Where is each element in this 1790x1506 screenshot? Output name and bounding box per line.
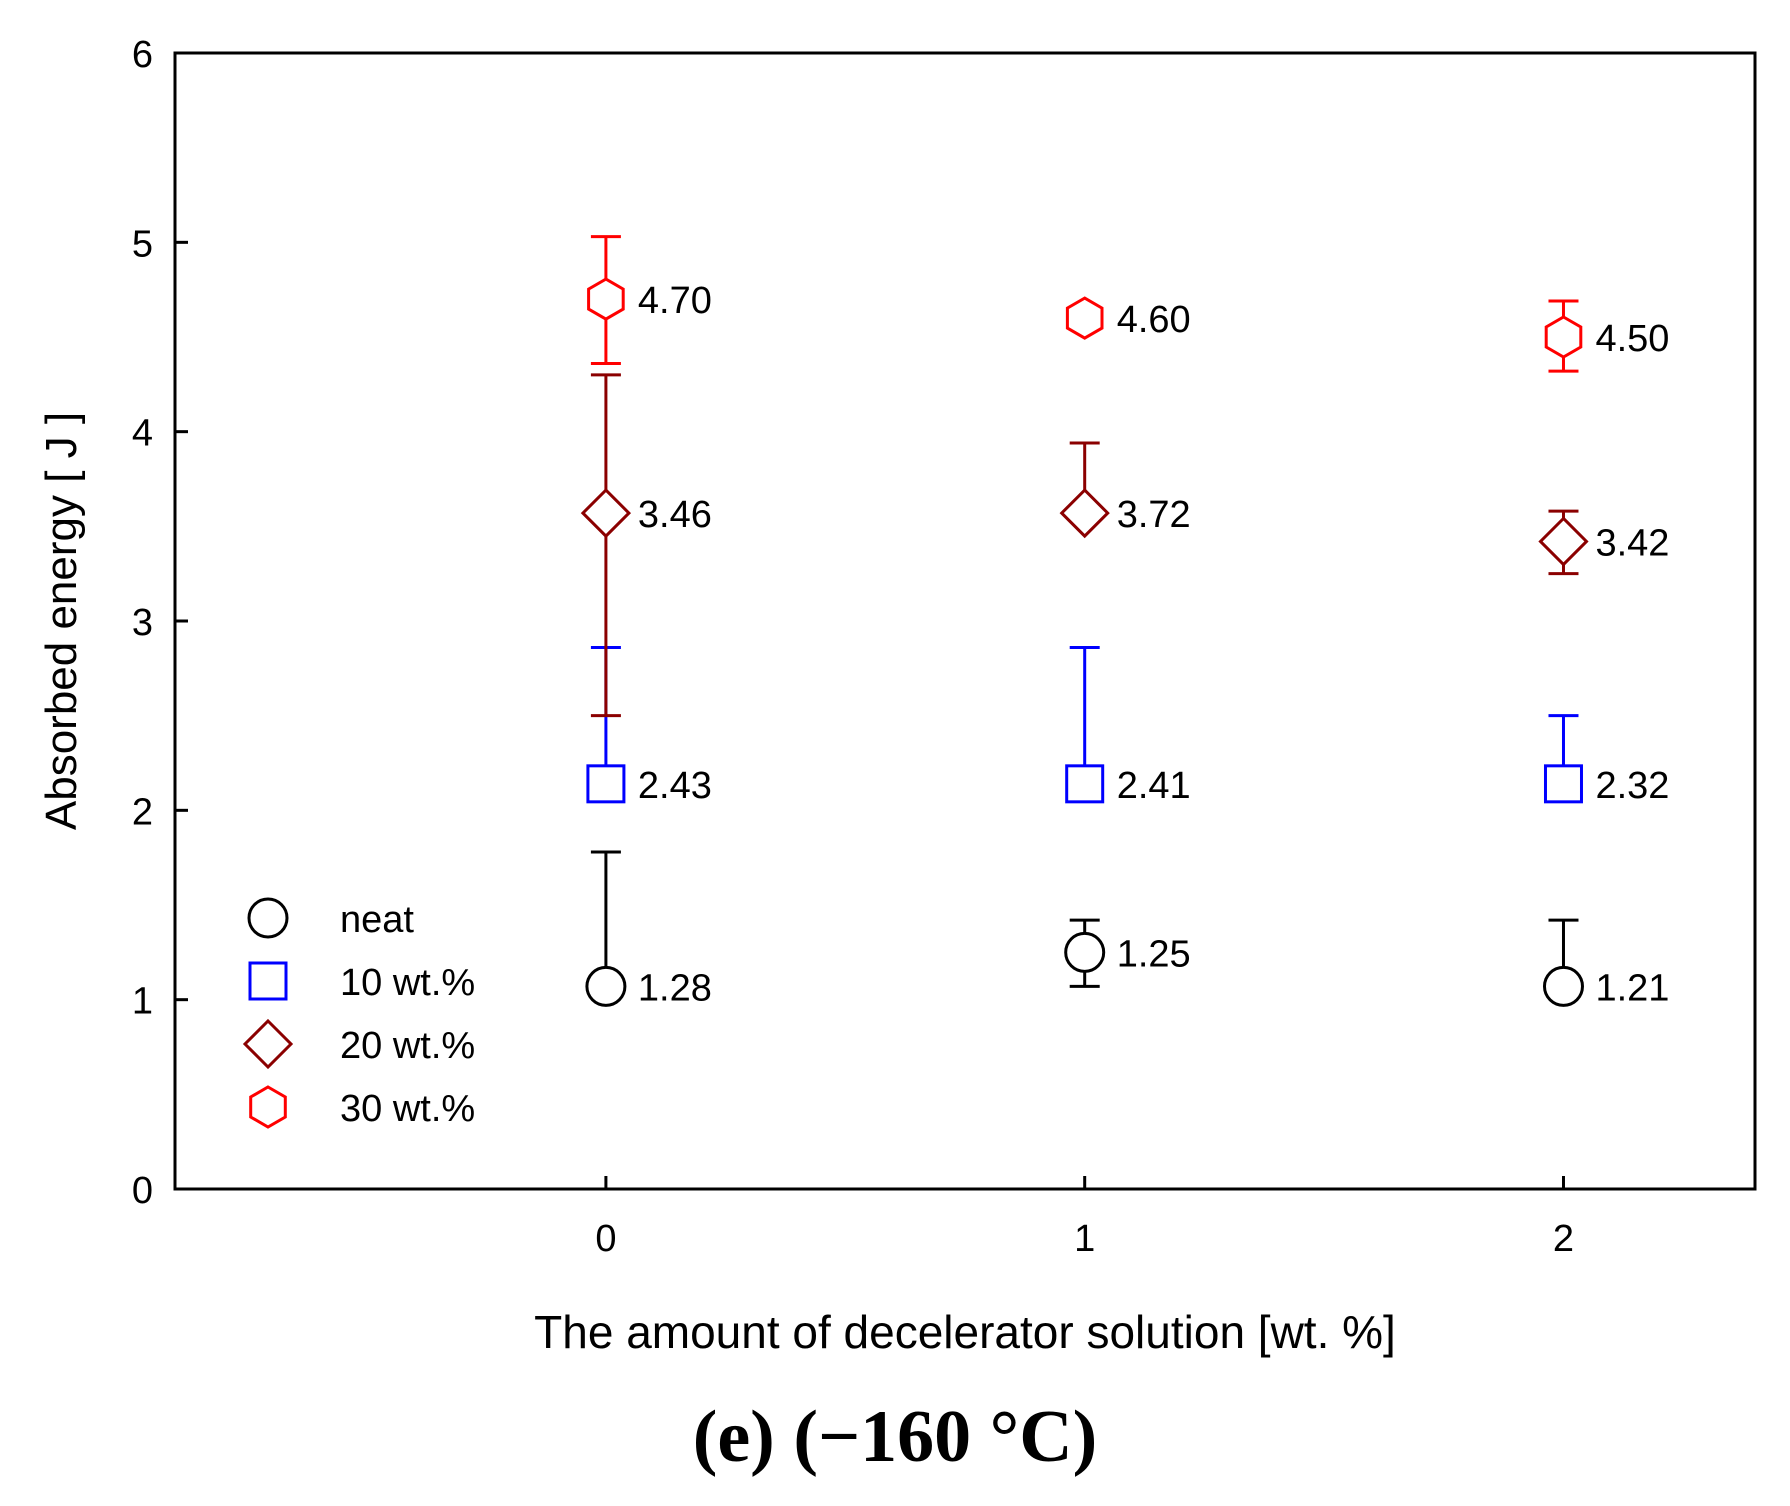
y-tick-label: 1 bbox=[132, 981, 153, 1023]
x-tick-label: 2 bbox=[1553, 1218, 1574, 1260]
data-label: 4.60 bbox=[1117, 299, 1191, 341]
data-point-square bbox=[1543, 764, 1583, 804]
legend-marker-circle bbox=[247, 897, 289, 939]
data-point-circle bbox=[585, 965, 627, 1007]
legend-marker-hexagon bbox=[249, 1085, 287, 1129]
legend-label: 20 wt.% bbox=[340, 1025, 475, 1067]
legend-label: 10 wt.% bbox=[340, 962, 475, 1004]
data-label: 3.46 bbox=[638, 494, 712, 536]
y-tick-label: 0 bbox=[132, 1170, 153, 1212]
data-point-hexagon bbox=[587, 277, 625, 321]
x-tick-label: 0 bbox=[595, 1218, 616, 1260]
data-point-circle bbox=[1064, 931, 1106, 973]
data-label: 4.50 bbox=[1595, 318, 1669, 360]
y-tick-label: 6 bbox=[132, 34, 153, 76]
data-point-hexagon bbox=[1544, 315, 1583, 359]
figure-caption: (e) (−160 °C) bbox=[692, 1396, 1098, 1478]
data-point-square bbox=[1065, 764, 1105, 804]
data-point-circle bbox=[1542, 965, 1584, 1007]
data-label: 2.32 bbox=[1595, 765, 1669, 807]
y-tick-label: 3 bbox=[132, 602, 153, 644]
data-label: 1.21 bbox=[1595, 967, 1669, 1009]
x-tick-label: 1 bbox=[1074, 1218, 1095, 1260]
y-tick-label: 4 bbox=[132, 413, 153, 455]
data-point-hexagon bbox=[1065, 296, 1104, 340]
chart: 0 1 2 3 4 5 6 0 1 2 1.28 1.25 1.21 2.43 2.41 2.32 3.46 3… bbox=[37, 34, 1757, 1358]
y-axis-label: Absorbed energy [ J ] bbox=[37, 412, 86, 830]
y-tick-label: 2 bbox=[132, 791, 153, 833]
y-tick-label: 5 bbox=[132, 223, 153, 265]
data-point-square bbox=[586, 764, 626, 804]
data-point-diamond bbox=[1059, 487, 1110, 539]
legend-label: neat bbox=[340, 899, 414, 941]
data-label: 2.43 bbox=[638, 765, 712, 807]
legend-marker-square bbox=[248, 961, 288, 1001]
data-label: 1.25 bbox=[1117, 933, 1191, 975]
legend-marker-diamond bbox=[242, 1018, 294, 1070]
data-point-diamond bbox=[580, 487, 632, 539]
plot-frame bbox=[173, 51, 1757, 1191]
data-label: 3.42 bbox=[1595, 522, 1669, 564]
data-point-diamond bbox=[1538, 516, 1589, 567]
legend-label: 30 wt.% bbox=[340, 1088, 475, 1130]
data-label: 1.28 bbox=[638, 967, 712, 1009]
x-axis-label: The amount of decelerator solution [wt. … bbox=[534, 1306, 1396, 1358]
data-label: 2.41 bbox=[1117, 765, 1191, 807]
data-label: 3.72 bbox=[1117, 494, 1191, 536]
data-label: 4.70 bbox=[638, 280, 712, 322]
